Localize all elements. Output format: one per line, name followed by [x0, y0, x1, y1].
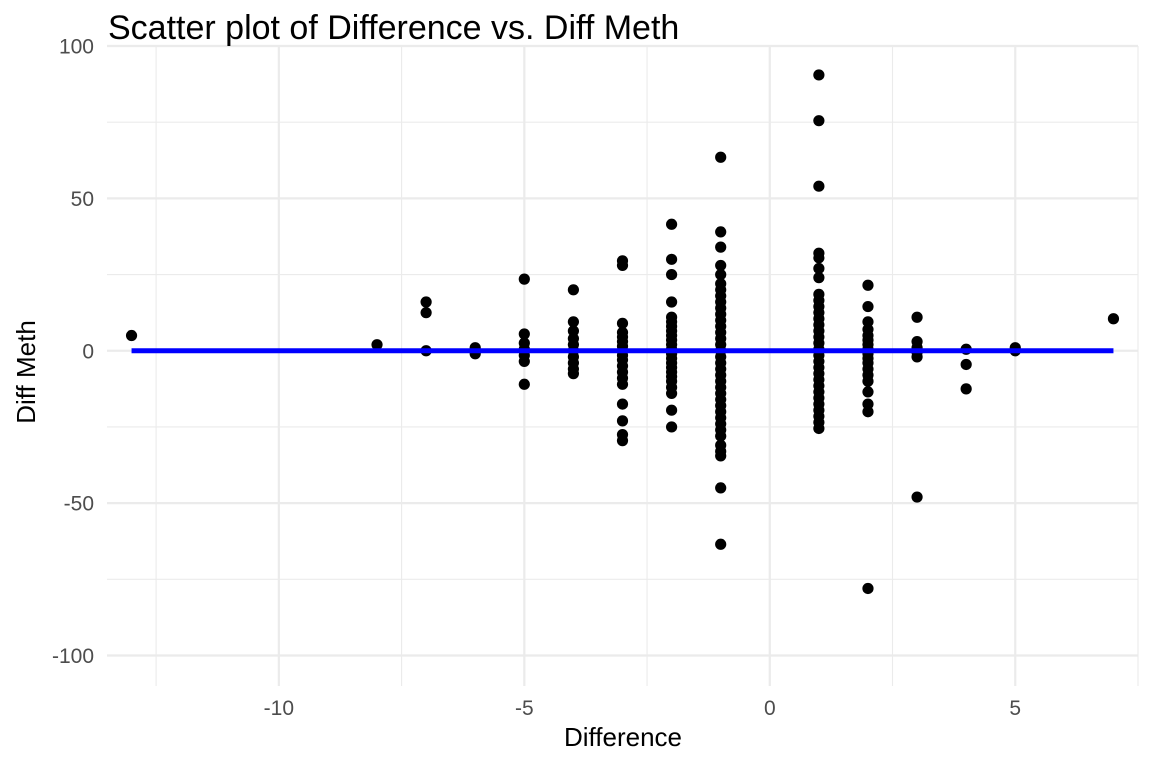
data-point — [567, 284, 580, 296]
x-tick-label: 5 — [1009, 697, 1021, 720]
x-axis-ticks: -10 -5 0 5 — [264, 697, 1021, 720]
x-axis-title: Difference — [564, 722, 682, 752]
grid-lines — [107, 44, 1139, 686]
data-point — [862, 375, 874, 387]
data-point — [911, 491, 923, 503]
data-point — [665, 404, 678, 416]
y-axis-ticks: -100 -50 0 50 100 — [52, 36, 94, 669]
data-point — [911, 351, 923, 363]
data-point — [960, 383, 972, 395]
data-point — [813, 272, 825, 284]
data-point — [813, 69, 825, 81]
data-point — [518, 378, 530, 390]
data-point — [665, 421, 678, 433]
data-point — [665, 387, 678, 400]
data-point — [616, 435, 629, 447]
data-point — [567, 368, 580, 380]
x-tick-label: -5 — [515, 697, 534, 720]
data-point — [715, 268, 727, 281]
data-point — [665, 296, 678, 308]
data-point — [715, 259, 727, 272]
data-point — [1107, 313, 1120, 325]
data-point — [911, 311, 923, 323]
data-point — [862, 279, 874, 291]
data-point — [715, 241, 727, 253]
data-point — [715, 151, 727, 163]
data-point — [567, 316, 580, 328]
data-point — [665, 218, 678, 230]
data-point — [616, 259, 629, 272]
y-tick-label: 0 — [82, 340, 94, 363]
x-tick-label: -10 — [264, 697, 294, 720]
y-axis-title: Diff Meth — [11, 320, 41, 424]
data-point — [715, 430, 727, 442]
data-point — [715, 538, 727, 550]
data-point — [616, 398, 629, 410]
data-point — [420, 296, 432, 308]
data-point — [616, 378, 629, 390]
data-point — [862, 386, 874, 398]
data-point — [371, 339, 383, 351]
data-points — [125, 69, 1120, 595]
y-tick-label: -50 — [64, 493, 94, 516]
data-point — [715, 482, 727, 494]
data-point — [862, 406, 874, 418]
data-point — [518, 355, 530, 368]
data-point — [616, 317, 629, 329]
data-point — [960, 358, 972, 371]
data-point — [813, 252, 825, 264]
data-point — [813, 180, 825, 192]
data-point — [862, 582, 874, 595]
data-point — [420, 307, 432, 319]
data-point — [665, 268, 678, 281]
data-point — [518, 328, 530, 340]
data-point — [813, 115, 825, 127]
data-point — [665, 253, 678, 265]
x-tick-label: 0 — [764, 697, 776, 720]
data-point — [813, 422, 825, 435]
y-tick-label: 100 — [59, 36, 94, 59]
data-point — [862, 300, 874, 313]
data-point — [616, 415, 629, 427]
data-point — [715, 450, 727, 462]
chart-title: Scatter plot of Difference vs. Diff Meth — [108, 9, 679, 47]
data-point — [715, 226, 727, 238]
y-tick-label: 50 — [71, 188, 94, 211]
data-point — [813, 262, 825, 275]
y-tick-label: -100 — [52, 645, 94, 668]
data-point — [125, 329, 138, 342]
data-point — [518, 273, 530, 285]
